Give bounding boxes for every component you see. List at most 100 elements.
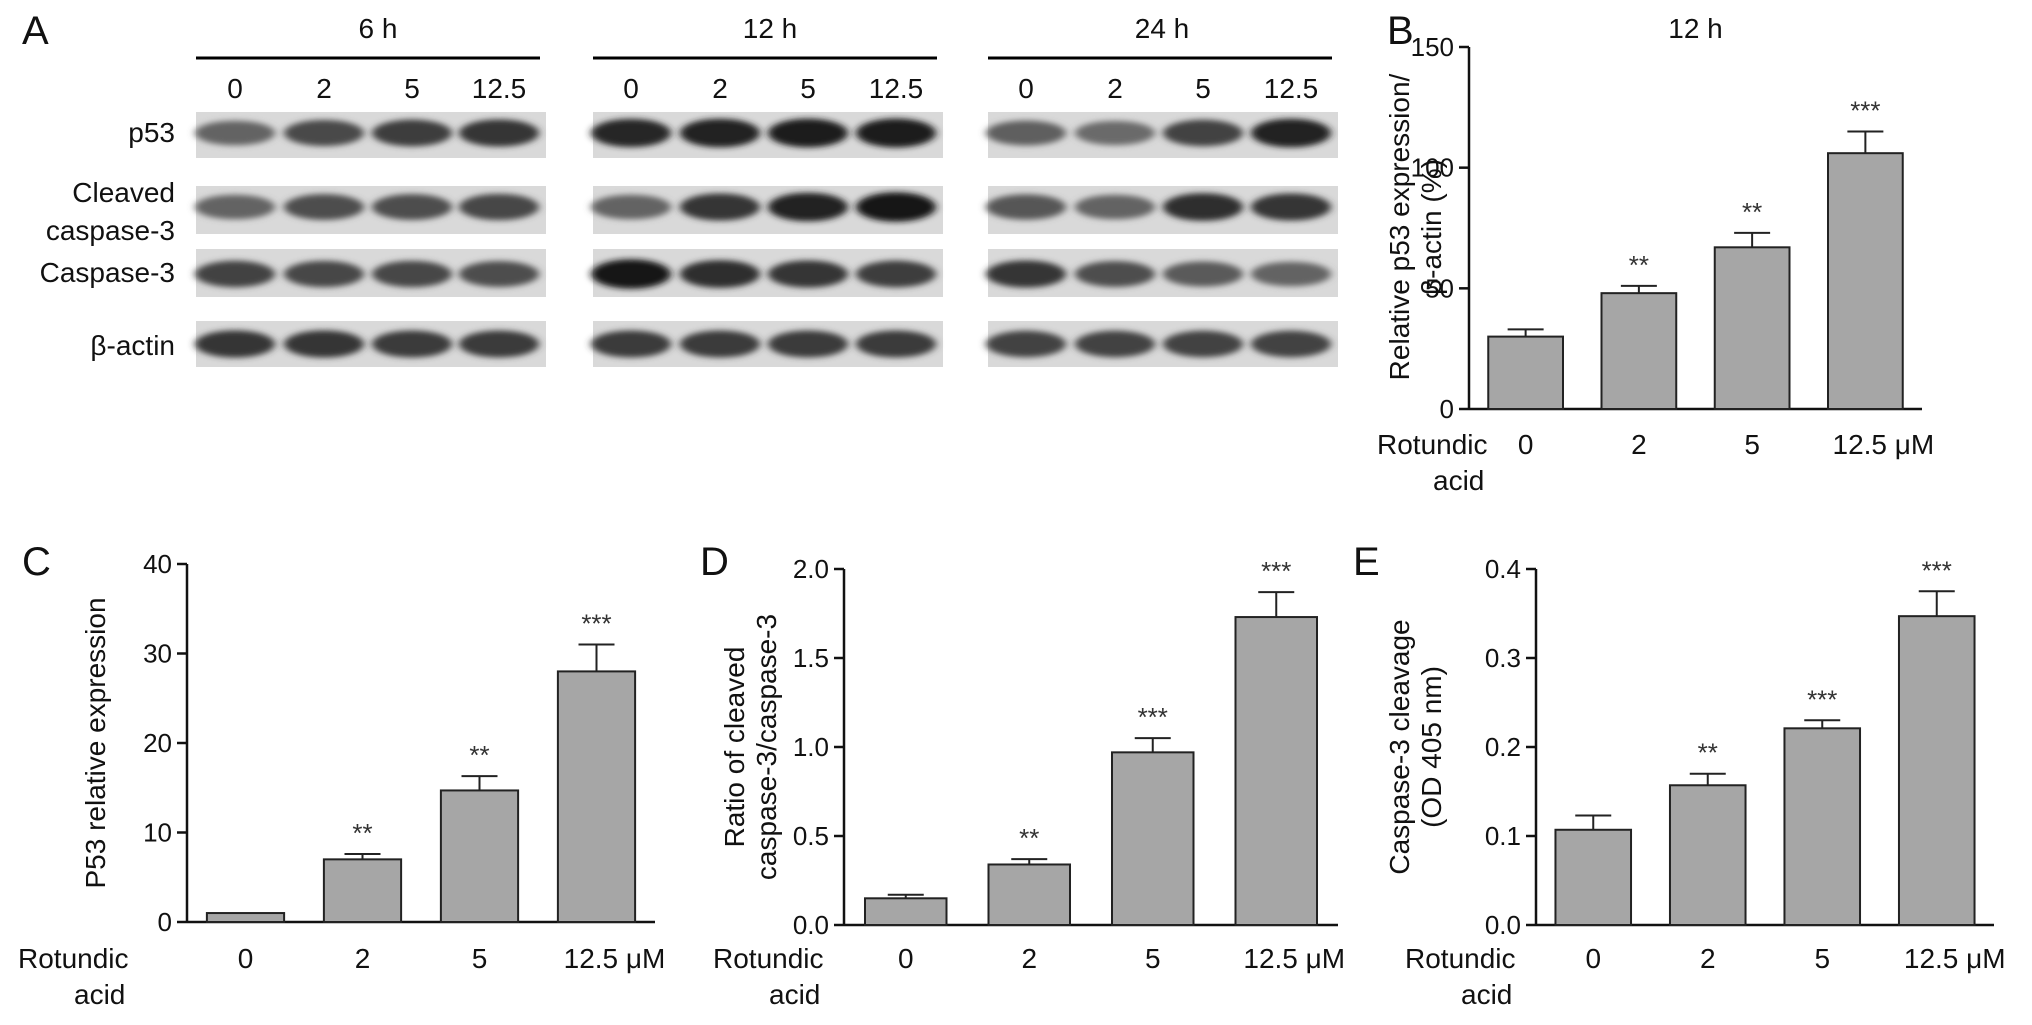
bar <box>1827 152 1904 410</box>
blot-lane-label: 5 <box>800 73 816 104</box>
significance-marker: ** <box>1698 738 1718 768</box>
blot-band <box>459 193 539 221</box>
blot-lane-label: 2 <box>1107 73 1123 104</box>
blot-band <box>195 330 275 358</box>
blot-band <box>591 118 671 148</box>
blot-band <box>986 260 1066 288</box>
blot-band <box>1075 120 1155 146</box>
blot-band <box>1075 194 1155 220</box>
blot-band <box>680 118 760 148</box>
blot-band <box>591 330 671 358</box>
western-blot-panel: 6 h 0 2 5 12.5 12 h 0 2 5 12.5 24 h 0 2 5 12.5 p53 Cleav… <box>40 13 1338 367</box>
blot-band <box>195 194 275 220</box>
blot-band <box>459 119 539 147</box>
blot-row-label-line2: caspase-3 <box>46 215 175 246</box>
bar <box>205 912 286 923</box>
blot-row-label: Cleaved <box>72 177 175 208</box>
x-category-label: 5 <box>472 943 488 974</box>
x-category-label: 0 <box>1518 429 1534 460</box>
x-category-label: 2 <box>1021 943 1037 974</box>
y-tick-label: 2.0 <box>793 554 829 584</box>
blot-row-label: β-actin <box>90 330 175 361</box>
y-axis-label-line: caspase-3/caspase-3 <box>751 614 782 880</box>
bar <box>1234 616 1319 926</box>
chart-panel-e: 0.0 0.1 0.2 0.3 0.4 Caspase-3 cleavage (OD 405… <box>1384 554 2006 1010</box>
blot-band <box>1075 330 1155 358</box>
x-group-label-line2: acid <box>74 979 125 1010</box>
x-category-label: 0 <box>898 943 914 974</box>
y-tick-label: 10 <box>143 818 172 848</box>
panel-letter-d: D <box>700 540 729 584</box>
x-category-label: 12.5 μM <box>564 943 666 974</box>
blot-lane-label: 2 <box>712 73 728 104</box>
x-category-label: 12.5 μM <box>1243 943 1345 974</box>
blot-band <box>986 120 1066 146</box>
y-axis-label-line: Relative p53 expression/ <box>1384 73 1415 380</box>
y-axis-label-line: β-actin (%) <box>1416 159 1447 295</box>
blot-band <box>1251 193 1331 221</box>
blot-band <box>1163 119 1243 147</box>
significance-marker: ** <box>469 740 489 770</box>
blot-timepoint-label: 12 h <box>743 13 798 44</box>
blot-band <box>768 330 848 358</box>
x-group-label: Rotundic <box>1377 429 1488 460</box>
y-axis-label: P53 relative expression <box>80 597 111 888</box>
y-tick-label: 0.1 <box>1485 821 1521 851</box>
blot-band <box>372 194 452 220</box>
blot-band <box>1251 261 1331 287</box>
x-group-label: Rotundic <box>713 943 824 974</box>
blot-band <box>195 260 275 288</box>
x-category-label: 2 <box>355 943 371 974</box>
bar <box>863 897 948 926</box>
blot-lane-label: 12.5 <box>869 73 924 104</box>
blot-band <box>856 118 936 148</box>
significance-marker: ** <box>1629 250 1649 280</box>
x-group-label: Rotundic <box>1405 943 1516 974</box>
bar <box>1713 246 1791 410</box>
x-category-label: 12.5 μM <box>1833 429 1935 460</box>
y-axis-label-line: Ratio of cleaved <box>719 647 750 848</box>
bar <box>1668 784 1747 927</box>
significance-marker: *** <box>581 609 611 639</box>
blot-band <box>591 194 671 220</box>
blot-band <box>372 330 452 358</box>
significance-marker: *** <box>1807 684 1837 714</box>
blot-lane-label: 0 <box>1018 73 1034 104</box>
bar <box>1110 751 1195 927</box>
significance-marker: ** <box>352 818 372 848</box>
blot-band <box>1075 261 1155 287</box>
y-axis-label: Relative p53 expression/β-actin (%) <box>1384 73 1447 380</box>
significance-marker: *** <box>1261 556 1291 586</box>
chart-panel-c: 0 10 20 30 40 P53 relative expression 0 ** 2 ** 5 *… <box>18 549 665 1010</box>
significance-marker: ** <box>1019 823 1039 853</box>
blot-lane-label: 0 <box>623 73 639 104</box>
x-group-label-line2: acid <box>769 979 820 1010</box>
blot-band <box>1163 193 1243 221</box>
y-axis-label: Caspase-3 cleavage (OD 405 nm) <box>1384 619 1447 874</box>
x-category-label: 0 <box>1585 943 1601 974</box>
y-tick-label: 0 <box>158 907 172 937</box>
blot-band <box>680 330 760 358</box>
bar <box>556 670 637 924</box>
x-category-label: 5 <box>1744 429 1760 460</box>
bar <box>439 789 520 923</box>
bar <box>322 858 403 923</box>
y-axis-label: Ratio of cleaved caspase-3/caspase-3 <box>719 614 782 880</box>
y-tick-label: 20 <box>143 728 172 758</box>
blot-band <box>284 119 364 147</box>
blot-lane-label: 5 <box>1195 73 1211 104</box>
chart-title: 12 h <box>1668 13 1723 44</box>
y-tick-label: 0 <box>1440 394 1454 424</box>
y-tick-label: 0.5 <box>793 821 829 851</box>
panel-letter-e: E <box>1353 540 1380 584</box>
blot-band <box>284 260 364 288</box>
blot-lane-label: 12.5 <box>472 73 527 104</box>
significance-marker: *** <box>1850 95 1880 125</box>
bar <box>1897 615 1976 926</box>
y-tick-label: 1.0 <box>793 732 829 762</box>
y-tick-label: 1.5 <box>793 643 829 673</box>
y-axis-label-line: (OD 405 nm) <box>1416 666 1447 828</box>
x-category-label: 5 <box>1145 943 1161 974</box>
